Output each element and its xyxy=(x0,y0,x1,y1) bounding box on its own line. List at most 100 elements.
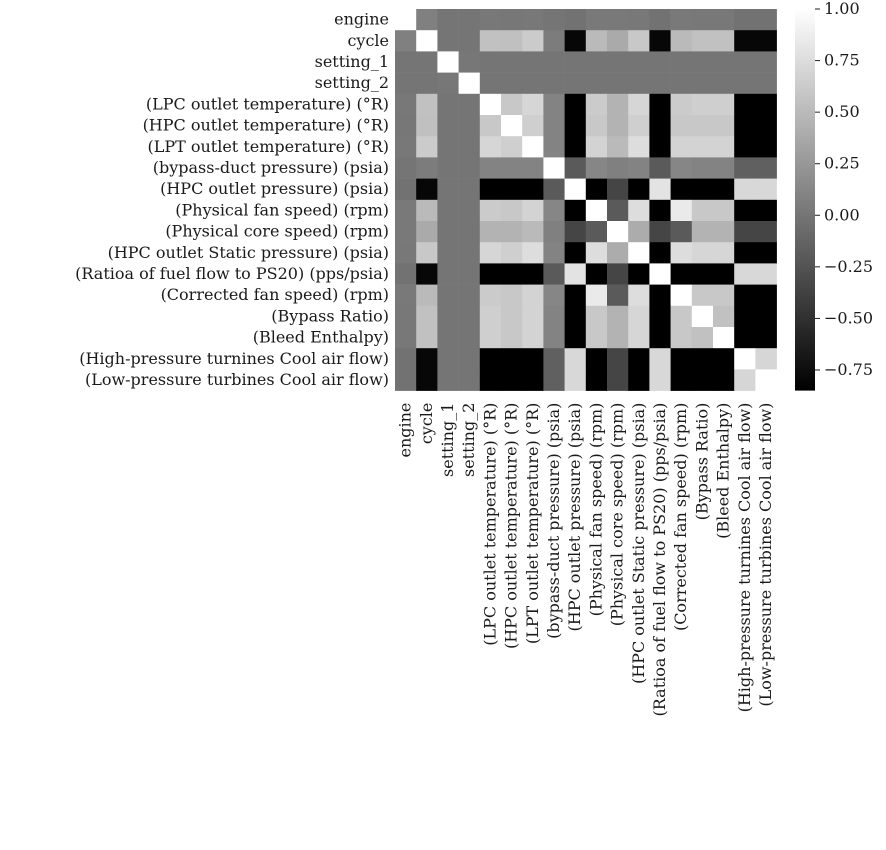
heatmap-cell xyxy=(713,263,735,285)
heatmap-cell xyxy=(564,348,587,370)
row-label: (Corrected fan speed) (rpm) xyxy=(161,285,389,304)
heatmap-cell xyxy=(649,242,671,264)
heatmap-cell xyxy=(649,9,671,31)
heatmap-cell xyxy=(713,199,735,222)
heatmap-cell xyxy=(501,369,523,391)
row-label: (Physical fan speed) (rpm) xyxy=(175,200,389,219)
heatmap-cell xyxy=(564,263,587,285)
heatmap-cell xyxy=(755,93,777,116)
heatmap-cell xyxy=(522,284,544,307)
heatmap-cell xyxy=(395,30,417,52)
heatmap-cell xyxy=(628,178,650,201)
heatmap-cell xyxy=(649,263,671,285)
heatmap-cell xyxy=(691,369,714,391)
column-label: (HPC outlet temperature) (°R) xyxy=(502,403,521,649)
heatmap-cell xyxy=(437,72,459,95)
heatmap-cell xyxy=(649,51,671,73)
heatmap-cell xyxy=(649,327,671,349)
heatmap-cell xyxy=(437,30,459,52)
heatmap-cell xyxy=(522,199,544,222)
heatmap-cell xyxy=(755,199,777,222)
heatmap-cell xyxy=(713,51,735,73)
heatmap-cell xyxy=(479,263,502,285)
heatmap-cell xyxy=(501,93,523,116)
heatmap-cell xyxy=(501,9,523,31)
heatmap-cell xyxy=(564,221,587,243)
heatmap-cell xyxy=(479,136,502,158)
heatmap-cell xyxy=(691,30,714,52)
column-label: (LPC outlet temperature) (°R) xyxy=(480,403,499,646)
column-label: (LPT outlet temperature) (°R) xyxy=(523,403,542,645)
heatmap-cell xyxy=(585,9,608,31)
heatmap-cell xyxy=(649,93,671,116)
heatmap-cell xyxy=(395,72,417,95)
heatmap-cell xyxy=(395,221,417,243)
heatmap-cell xyxy=(628,284,650,307)
heatmap-cell xyxy=(607,178,629,201)
heatmap-cell xyxy=(691,263,714,285)
column-label: (Ratioa of fuel flow to PS20) (pps/psia) xyxy=(650,403,669,717)
heatmap-cell xyxy=(670,136,693,158)
colorbar-tick-label: −0.50 xyxy=(824,308,873,327)
heatmap-cell xyxy=(670,115,693,137)
heatmap-cell xyxy=(416,199,438,222)
colorbar-tick-label: −0.75 xyxy=(824,360,873,379)
heatmap-cell xyxy=(522,348,544,370)
heatmap-cell xyxy=(734,348,756,370)
column-label: (Corrected fan speed) (rpm) xyxy=(671,403,690,631)
heatmap-cell xyxy=(670,242,693,264)
heatmap-cell xyxy=(479,348,502,370)
heatmap-cell xyxy=(585,178,608,201)
heatmap-cell xyxy=(395,9,417,31)
heatmap-cell xyxy=(585,242,608,264)
heatmap-cell xyxy=(479,9,502,31)
heatmap-cell xyxy=(543,369,565,391)
heatmap-cell xyxy=(649,348,671,370)
heatmap-cell xyxy=(437,136,459,158)
heatmap-cell xyxy=(564,30,587,52)
row-label: (Ratioa of fuel flow to PS20) (pps/psia) xyxy=(75,264,389,283)
colorbar: 1.00 0.75 0.50 0.25 0.00 −0.25 −0.50 −0.75 xyxy=(795,0,873,391)
heatmap-cell xyxy=(607,369,629,391)
heatmap-cell xyxy=(458,305,481,328)
row-label: (HPC outlet Static pressure) (psia) xyxy=(108,243,389,262)
heatmap-cell xyxy=(479,242,502,264)
heatmap-cell xyxy=(628,221,650,243)
heatmap-cell xyxy=(522,51,544,73)
heatmap-cell xyxy=(755,263,777,285)
heatmap-cell xyxy=(479,178,502,201)
row-label: (Bypass Ratio) xyxy=(271,306,389,325)
heatmap-cell xyxy=(649,305,671,328)
heatmap-cell xyxy=(437,115,459,137)
heatmap-cell xyxy=(734,284,756,307)
heatmap-cell xyxy=(416,9,438,31)
heatmap-cell xyxy=(395,157,417,179)
heatmap-cell xyxy=(458,263,481,285)
heatmap-cell xyxy=(734,72,756,95)
heatmap-cell xyxy=(543,51,565,73)
heatmap-cell xyxy=(607,242,629,264)
heatmap-cell xyxy=(670,9,693,31)
heatmap-cell xyxy=(734,305,756,328)
heatmap-cell xyxy=(395,199,417,222)
heatmap-cell xyxy=(416,136,438,158)
heatmap-cell xyxy=(734,199,756,222)
heatmap-cell xyxy=(585,30,608,52)
heatmap-cell xyxy=(649,136,671,158)
heatmap-cell xyxy=(522,136,544,158)
heatmap-cell xyxy=(564,93,587,116)
heatmap-cell xyxy=(522,327,544,349)
heatmap-cell xyxy=(543,327,565,349)
heatmap-cell xyxy=(607,136,629,158)
heatmap-cell xyxy=(543,284,565,307)
heatmap-cell xyxy=(713,284,735,307)
heatmap-cell xyxy=(734,327,756,349)
heatmap-cell xyxy=(670,348,693,370)
heatmap-cell xyxy=(628,242,650,264)
heatmap-cell xyxy=(543,305,565,328)
heatmap-cell xyxy=(628,136,650,158)
heatmap-cell xyxy=(670,157,693,179)
heatmap-cell xyxy=(628,369,650,391)
heatmap-cell xyxy=(501,199,523,222)
heatmap-cell xyxy=(522,157,544,179)
